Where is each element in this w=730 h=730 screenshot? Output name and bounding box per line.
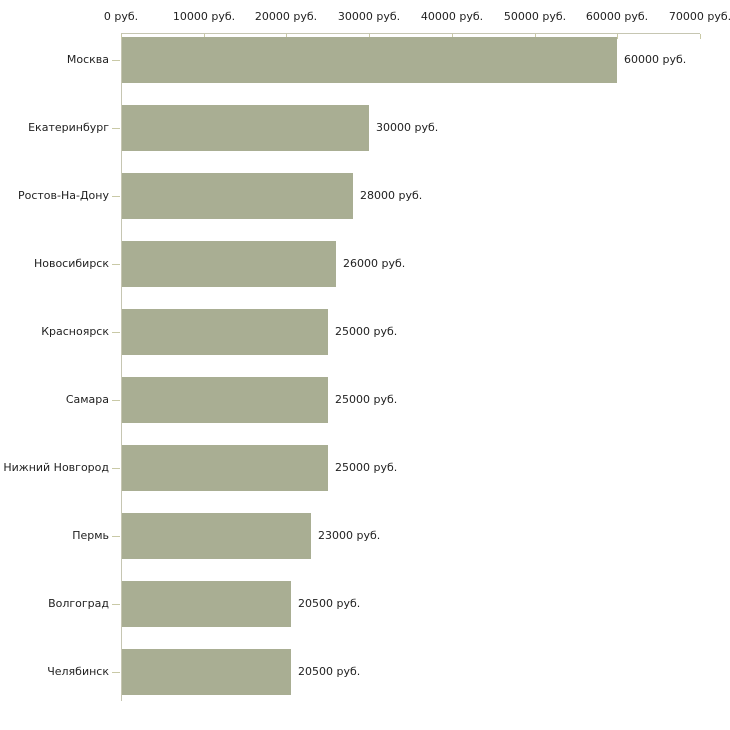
bar [122,445,328,491]
x-axis-tick [121,34,122,39]
x-axis-tick-label: 30000 руб. [337,10,401,23]
x-axis-tick [369,34,370,39]
category-label: Самара [65,393,109,406]
x-axis-tick [286,34,287,39]
category-label: Ростов-На-Дону [17,189,109,202]
value-label: 25000 руб. [335,461,398,474]
category-label: Красноярск [41,325,109,338]
category-label: Волгоград [48,597,109,610]
category-tick [112,468,120,469]
bar [122,513,311,559]
x-axis-tick-label: 60000 руб. [585,10,649,23]
value-label: 23000 руб. [318,529,381,542]
x-axis-tick [617,34,618,39]
category-tick [112,332,120,333]
category-tick [112,604,120,605]
x-axis-tick [535,34,536,39]
x-axis-tick-label: 70000 руб. [668,10,730,23]
category-tick [112,672,120,673]
bar [122,37,617,83]
x-axis-tick [700,34,701,39]
category-label: Москва [66,53,109,66]
bar [122,309,328,355]
value-label: 30000 руб. [376,121,439,134]
x-axis-tick [452,34,453,39]
value-label: 28000 руб. [360,189,423,202]
value-label: 60000 руб. [624,53,687,66]
x-axis-tick-label: 0 руб. [103,10,139,23]
x-axis-line [121,33,700,34]
category-label: Челябинск [47,665,109,678]
category-tick [112,60,120,61]
y-axis-line [121,33,122,701]
value-label: 25000 руб. [335,393,398,406]
bar [122,649,291,695]
value-label: 26000 руб. [343,257,406,270]
category-label: Екатеринбург [28,121,109,134]
value-label: 25000 руб. [335,325,398,338]
x-axis-tick [204,34,205,39]
x-axis-tick-label: 50000 руб. [503,10,567,23]
x-axis-tick-label: 40000 руб. [420,10,484,23]
bar [122,581,291,627]
bar [122,377,328,423]
category-label: Нижний Новгород [3,461,109,474]
bar [122,105,369,151]
bar [122,173,353,219]
category-tick [112,196,120,197]
category-label: Новосибирск [33,257,109,270]
x-axis-tick-label: 20000 руб. [254,10,318,23]
category-label: Пермь [72,529,109,542]
category-tick [112,536,120,537]
bar [122,241,336,287]
value-label: 20500 руб. [298,665,361,678]
category-tick [112,128,120,129]
category-tick [112,264,120,265]
value-label: 20500 руб. [298,597,361,610]
x-axis-tick-label: 10000 руб. [172,10,236,23]
category-tick [112,400,120,401]
